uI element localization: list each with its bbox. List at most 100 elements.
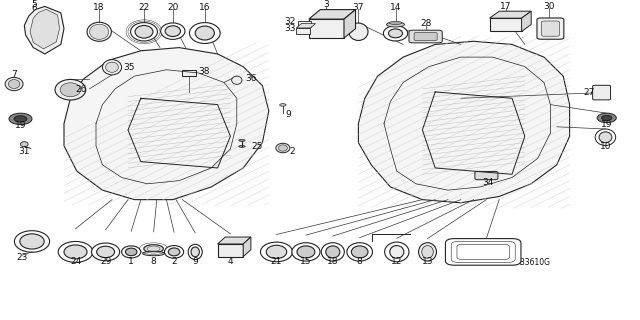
Ellipse shape [106,62,118,72]
Ellipse shape [102,60,122,75]
Text: 2: 2 [289,147,294,156]
FancyBboxPatch shape [593,85,611,100]
Ellipse shape [297,246,315,258]
Text: 1: 1 [129,257,134,266]
Text: 33: 33 [284,24,296,33]
Text: 30: 30 [543,2,555,11]
Text: 8: 8 [357,257,362,266]
Polygon shape [243,237,251,257]
Ellipse shape [347,243,372,261]
Ellipse shape [97,246,115,258]
FancyBboxPatch shape [414,32,437,41]
Ellipse shape [422,245,433,258]
Bar [309,19,344,38]
Ellipse shape [389,21,402,25]
Ellipse shape [5,77,23,91]
Ellipse shape [595,129,616,146]
Bar [490,18,522,31]
Text: 11: 11 [477,250,489,259]
FancyBboxPatch shape [475,172,498,180]
Ellipse shape [260,242,292,262]
Ellipse shape [239,140,245,141]
Polygon shape [344,10,356,38]
FancyBboxPatch shape [445,239,521,265]
Ellipse shape [68,247,83,256]
Ellipse shape [55,79,86,100]
Ellipse shape [232,76,242,84]
Ellipse shape [8,80,20,88]
Bar [182,70,196,76]
Text: 20: 20 [167,3,179,12]
Text: 27: 27 [584,88,595,97]
FancyBboxPatch shape [537,18,564,39]
Text: 25: 25 [252,142,263,151]
Ellipse shape [195,26,214,40]
Ellipse shape [100,248,111,255]
Bar [296,28,310,34]
Text: 8: 8 [151,257,156,266]
Circle shape [9,113,32,124]
Ellipse shape [383,26,408,41]
Ellipse shape [301,248,311,255]
Ellipse shape [349,23,368,41]
Circle shape [14,116,27,122]
Ellipse shape [390,245,404,258]
Text: 13: 13 [422,257,433,266]
Ellipse shape [131,23,157,41]
Ellipse shape [191,247,200,257]
Text: 36: 36 [245,74,257,83]
Ellipse shape [20,234,44,249]
Ellipse shape [276,143,290,153]
Text: 37: 37 [353,3,364,12]
Text: 5: 5 [31,0,36,9]
Ellipse shape [388,29,403,38]
Text: 14: 14 [390,3,401,12]
Ellipse shape [292,243,320,261]
Polygon shape [218,237,251,244]
Text: 29: 29 [100,257,111,266]
Text: 35: 35 [123,63,134,72]
Ellipse shape [271,248,282,256]
Polygon shape [522,11,531,31]
Text: 24: 24 [70,257,81,266]
Ellipse shape [278,145,287,151]
Text: 6: 6 [31,4,36,12]
Bar [298,21,311,27]
Ellipse shape [20,142,28,147]
Ellipse shape [125,248,137,256]
Text: 19: 19 [15,121,26,130]
Text: 28: 28 [420,19,431,28]
Ellipse shape [60,83,81,97]
Text: 9: 9 [285,110,291,119]
Ellipse shape [326,246,340,258]
Ellipse shape [321,243,344,261]
Ellipse shape [188,244,202,260]
FancyBboxPatch shape [409,30,442,43]
Text: 10: 10 [600,142,611,151]
Ellipse shape [168,248,180,256]
Ellipse shape [280,104,286,106]
Polygon shape [490,11,531,18]
Text: 18: 18 [327,257,339,266]
Ellipse shape [122,246,141,258]
Ellipse shape [64,245,87,259]
Ellipse shape [387,22,404,27]
Ellipse shape [419,243,436,261]
Ellipse shape [351,246,368,258]
Text: 38: 38 [198,67,210,76]
Ellipse shape [92,243,120,261]
Ellipse shape [385,242,409,262]
Circle shape [597,113,616,123]
Ellipse shape [266,245,287,259]
Ellipse shape [24,236,40,246]
Ellipse shape [164,245,184,258]
Text: 9: 9 [193,257,198,266]
Text: 32: 32 [284,17,296,26]
Text: 23: 23 [17,253,28,262]
Text: 21: 21 [271,257,282,266]
Ellipse shape [161,23,185,39]
Ellipse shape [14,231,50,252]
Polygon shape [309,10,356,19]
Ellipse shape [144,245,163,253]
Text: 12: 12 [391,257,403,266]
